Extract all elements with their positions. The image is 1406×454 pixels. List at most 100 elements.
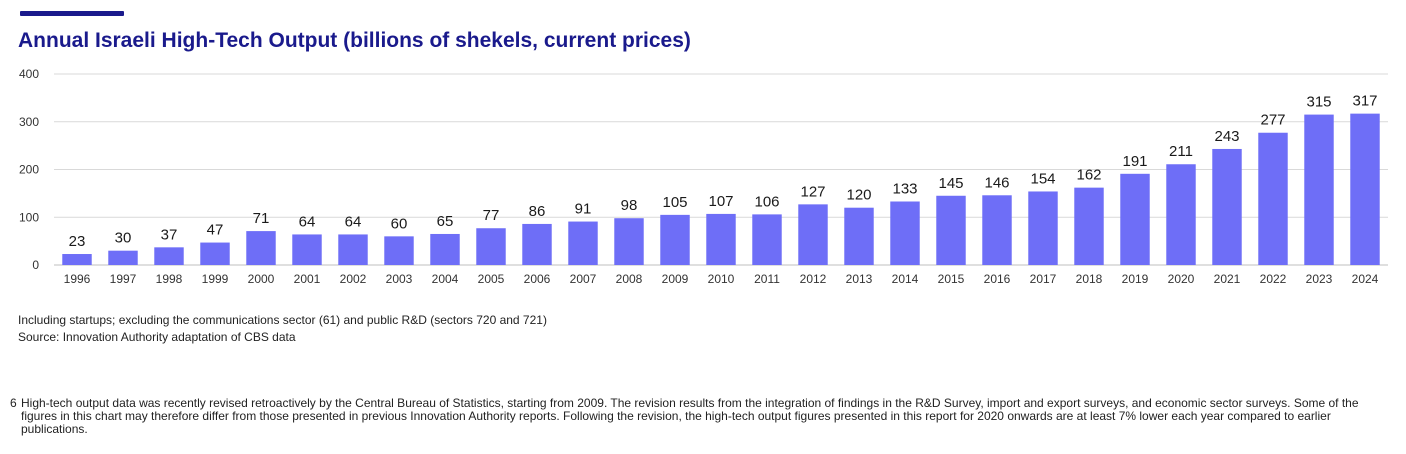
bar (660, 214, 690, 265)
data-label: 64 (299, 213, 316, 230)
bar (1074, 187, 1104, 265)
data-label: 243 (1214, 128, 1239, 145)
bar (154, 247, 184, 265)
bar (384, 236, 414, 265)
footnote: 6 High-tech output data was recently rev… (10, 397, 1380, 436)
x-tick-label: 2017 (1030, 272, 1057, 286)
x-tick-label: 2012 (800, 272, 827, 286)
data-label: 146 (984, 174, 1009, 191)
bar (476, 228, 506, 265)
data-label: 120 (846, 187, 871, 204)
x-tick-label: 2016 (984, 272, 1011, 286)
y-tick-label: 100 (19, 210, 39, 224)
y-tick-label: 400 (19, 67, 39, 81)
bar (1166, 164, 1196, 265)
x-tick-label: 2019 (1122, 272, 1149, 286)
bar (246, 231, 276, 265)
x-tick-label: 2005 (478, 272, 505, 286)
x-tick-label: 2010 (708, 272, 735, 286)
data-label: 71 (253, 210, 270, 227)
bar (1350, 113, 1380, 265)
y-tick-label: 300 (19, 115, 39, 129)
footnote-number: 6 (10, 396, 17, 410)
x-tick-label: 2021 (1214, 272, 1241, 286)
data-label: 145 (938, 175, 963, 192)
data-label: 277 (1260, 112, 1285, 129)
data-label: 30 (115, 230, 132, 247)
bar (108, 250, 138, 265)
data-label: 64 (345, 213, 362, 230)
data-label: 60 (391, 215, 408, 232)
x-tick-label: 2013 (846, 272, 873, 286)
x-tick-label: 2022 (1260, 272, 1287, 286)
x-tick-label: 2003 (386, 272, 413, 286)
data-label: 91 (575, 201, 592, 218)
bar (292, 234, 322, 265)
bar (752, 214, 782, 265)
y-tick-label: 0 (32, 258, 39, 272)
bar (430, 233, 460, 265)
bar (1304, 114, 1334, 266)
data-label: 127 (800, 183, 825, 200)
data-label: 107 (708, 193, 733, 210)
data-label: 211 (1169, 143, 1193, 160)
x-tick-label: 2009 (662, 272, 689, 286)
data-label: 23 (69, 233, 86, 250)
x-tick-label: 2011 (754, 272, 780, 286)
x-tick-label: 2023 (1306, 272, 1333, 286)
data-label: 106 (754, 193, 779, 210)
x-tick-label: 2020 (1168, 272, 1195, 286)
chart-source: Source: Innovation Authority adaptation … (18, 330, 296, 344)
chart-note: Including startups; excluding the commun… (18, 313, 547, 327)
data-label: 133 (892, 180, 917, 197)
data-label: 317 (1352, 93, 1377, 110)
data-label: 65 (437, 213, 454, 230)
bar (1120, 173, 1150, 265)
data-label: 162 (1076, 167, 1101, 184)
bar-chart: 0 100 200 300 400 23 1996 30 1997 37 1998 47 1999 71 2… (19, 67, 1388, 286)
data-label: 154 (1030, 170, 1055, 187)
x-tick-label: 2002 (340, 272, 367, 286)
bar (890, 201, 920, 265)
data-label: 191 (1122, 153, 1147, 170)
bar (1258, 132, 1288, 265)
data-label: 37 (161, 226, 178, 243)
bar (568, 221, 598, 265)
y-tick-label: 200 (19, 163, 39, 177)
bar (982, 195, 1012, 265)
chart-title: Annual Israeli High-Tech Output (billion… (18, 29, 691, 52)
x-tick-label: 1999 (202, 272, 229, 286)
data-label: 105 (662, 194, 687, 211)
x-tick-label: 1996 (64, 272, 91, 286)
x-tick-label: 2007 (570, 272, 597, 286)
x-tick-label: 2004 (432, 272, 459, 286)
x-tick-label: 2014 (892, 272, 919, 286)
x-tick-label: 2024 (1352, 272, 1379, 286)
bar (936, 195, 966, 265)
bar (706, 213, 736, 265)
data-label: 86 (529, 203, 546, 220)
bar (798, 204, 828, 265)
bar (844, 207, 874, 265)
x-tick-label: 2006 (524, 272, 551, 286)
x-tick-label: 2001 (294, 272, 321, 286)
x-tick-label: 2000 (248, 272, 275, 286)
bar (338, 234, 368, 265)
bar (62, 254, 92, 265)
x-tick-label: 2018 (1076, 272, 1103, 286)
data-label: 98 (621, 197, 638, 214)
bar (614, 218, 644, 265)
data-label: 47 (207, 222, 224, 239)
title-accent-bar (20, 11, 124, 16)
bar (1212, 148, 1242, 265)
bar (1028, 191, 1058, 265)
x-tick-label: 1997 (110, 272, 137, 286)
bar (522, 223, 552, 265)
x-tick-label: 2015 (938, 272, 965, 286)
x-tick-label: 2008 (616, 272, 643, 286)
footnote-text: High-tech output data was recently revis… (21, 396, 1359, 436)
data-label: 315 (1306, 94, 1331, 111)
x-tick-label: 1998 (156, 272, 183, 286)
data-label: 77 (483, 207, 500, 224)
bar (200, 242, 230, 265)
